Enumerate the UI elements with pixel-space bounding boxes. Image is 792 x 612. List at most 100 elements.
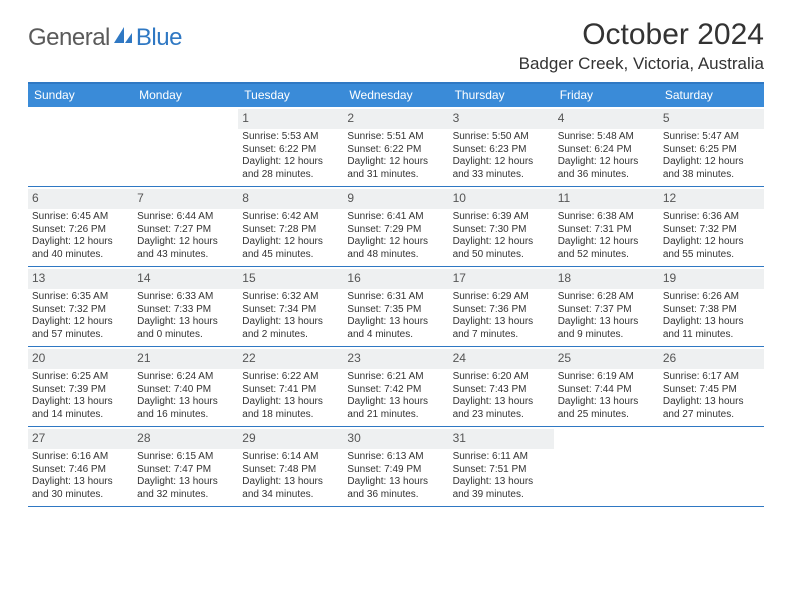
sunset-line: Sunset: 7:32 PM: [32, 304, 129, 317]
logo-sail-icon: [112, 25, 134, 52]
logo-text-general: General: [28, 24, 110, 52]
calendar-day-cell: 15 Sunrise: 6:32 AMSunset: 7:34 PMDayligh…: [238, 267, 343, 346]
day-number-bar: 28: [133, 429, 238, 449]
calendar-day-cell: 28Sunrise: 6:15 AMSunset: 7:47 PMDayligh…: [133, 427, 238, 506]
sunrise-line: Sunrise: 6:31 AM: [347, 291, 444, 304]
sunset-line: Sunset: 7:46 PM: [32, 464, 129, 477]
day-number-bar: 8: [238, 189, 343, 209]
sunrise-line: Sunrise: 6:11 AM: [453, 451, 550, 464]
day-number-bar: 5: [659, 109, 764, 129]
day-number: 4: [558, 111, 565, 125]
daylight-line: Daylight: 13 hours and 36 minutes.: [347, 476, 444, 502]
sunset-line: Sunset: 7:41 PM: [242, 384, 339, 397]
calendar-day-cell: 18Sunrise: 6:28 AMSunset: 7:37 PMDayligh…: [554, 267, 659, 346]
day-number: 12: [663, 191, 676, 205]
calendar-day-cell: [28, 107, 133, 186]
day-number: 17: [453, 271, 466, 285]
calendar-day-cell: 4 Sunrise: 5:48 AMSunset: 6:24 PMDaylight…: [554, 107, 659, 186]
sunset-line: Sunset: 7:47 PM: [137, 464, 234, 477]
sunset-line: Sunset: 6:24 PM: [558, 144, 655, 157]
day-number: 25: [558, 351, 571, 365]
sunrise-line: Sunrise: 6:16 AM: [32, 451, 129, 464]
weekday-header: Friday: [554, 84, 659, 107]
sunset-line: Sunset: 7:36 PM: [453, 304, 550, 317]
day-number-bar: 2: [343, 109, 448, 129]
daylight-line: Daylight: 12 hours and 28 minutes.: [242, 156, 339, 182]
calendar-day-cell: 19Sunrise: 6:26 AMSunset: 7:38 PMDayligh…: [659, 267, 764, 346]
day-number-bar: 22: [238, 349, 343, 369]
daylight-line: Daylight: 12 hours and 36 minutes.: [558, 156, 655, 182]
day-number: 20: [32, 351, 45, 365]
sunset-line: Sunset: 7:33 PM: [137, 304, 234, 317]
day-number-bar: 29: [238, 429, 343, 449]
sunrise-line: Sunrise: 6:25 AM: [32, 371, 129, 384]
daylight-line: Daylight: 13 hours and 11 minutes.: [663, 316, 760, 342]
calendar-day-cell: 10Sunrise: 6:39 AMSunset: 7:30 PMDayligh…: [449, 187, 554, 266]
daylight-line: Daylight: 13 hours and 2 minutes.: [242, 316, 339, 342]
day-number-bar: 12: [659, 189, 764, 209]
calendar-day-cell: 7Sunrise: 6:44 AMSunset: 7:27 PMDaylight…: [133, 187, 238, 266]
sunrise-line: Sunrise: 5:47 AM: [663, 131, 760, 144]
sunset-line: Sunset: 7:45 PM: [663, 384, 760, 397]
day-number: 13: [32, 271, 45, 285]
title-block: October 2024 Badger Creek, Victoria, Aus…: [519, 18, 764, 74]
daylight-line: Daylight: 13 hours and 16 minutes.: [137, 396, 234, 422]
day-number: 24: [453, 351, 466, 365]
sunset-line: Sunset: 7:29 PM: [347, 224, 444, 237]
day-number-bar: 6: [28, 189, 133, 209]
sunset-line: Sunset: 7:40 PM: [137, 384, 234, 397]
calendar-day-cell: 30Sunrise: 6:13 AMSunset: 7:49 PMDayligh…: [343, 427, 448, 506]
sunset-line: Sunset: 7:35 PM: [347, 304, 444, 317]
day-number: 30: [347, 431, 360, 445]
calendar-week-row: 6Sunrise: 6:45 AMSunset: 7:26 PMDaylight…: [28, 187, 764, 267]
daylight-line: Daylight: 12 hours and 45 minutes.: [242, 236, 339, 262]
daylight-line: Daylight: 12 hours and 38 minutes.: [663, 156, 760, 182]
sunset-line: Sunset: 7:32 PM: [663, 224, 760, 237]
day-number-bar: 7: [133, 189, 238, 209]
sunrise-line: Sunrise: 6:44 AM: [137, 211, 234, 224]
day-number-bar: 19: [659, 269, 764, 289]
daylight-line: Daylight: 12 hours and 50 minutes.: [453, 236, 550, 262]
calendar-day-cell: [133, 107, 238, 186]
day-number: 23: [347, 351, 360, 365]
day-number-bar: 16: [343, 269, 448, 289]
day-number-bar: 21: [133, 349, 238, 369]
sunset-line: Sunset: 7:43 PM: [453, 384, 550, 397]
daylight-line: Daylight: 13 hours and 25 minutes.: [558, 396, 655, 422]
day-number-bar: 24: [449, 349, 554, 369]
weekday-header: Thursday: [449, 84, 554, 107]
calendar-day-cell: 22Sunrise: 6:22 AMSunset: 7:41 PMDayligh…: [238, 347, 343, 426]
sunset-line: Sunset: 7:49 PM: [347, 464, 444, 477]
calendar-day-cell: 23Sunrise: 6:21 AMSunset: 7:42 PMDayligh…: [343, 347, 448, 426]
sunset-line: Sunset: 7:34 PM: [242, 304, 339, 317]
sunrise-line: Sunrise: 6:45 AM: [32, 211, 129, 224]
daylight-line: Daylight: 12 hours and 43 minutes.: [137, 236, 234, 262]
sunrise-line: Sunrise: 6:32 AM: [242, 291, 339, 304]
day-number-bar: 14: [133, 269, 238, 289]
sunset-line: Sunset: 7:28 PM: [242, 224, 339, 237]
daylight-line: Daylight: 13 hours and 21 minutes.: [347, 396, 444, 422]
day-number: 29: [242, 431, 255, 445]
day-number: 15: [242, 271, 255, 285]
daylight-line: Daylight: 13 hours and 9 minutes.: [558, 316, 655, 342]
day-number: 28: [137, 431, 150, 445]
daylight-line: Daylight: 12 hours and 57 minutes.: [32, 316, 129, 342]
calendar-grid: Sunday Monday Tuesday Wednesday Thursday…: [28, 82, 764, 507]
day-number: 22: [242, 351, 255, 365]
sunset-line: Sunset: 7:39 PM: [32, 384, 129, 397]
day-number-bar: 9: [343, 189, 448, 209]
day-number-bar: 1: [238, 109, 343, 129]
calendar-day-cell: 2Sunrise: 5:51 AMSunset: 6:22 PMDaylight…: [343, 107, 448, 186]
sunrise-line: Sunrise: 6:19 AM: [558, 371, 655, 384]
calendar-day-cell: 25Sunrise: 6:19 AMSunset: 7:44 PMDayligh…: [554, 347, 659, 426]
sunrise-line: Sunrise: 5:50 AM: [453, 131, 550, 144]
sunrise-line: Sunrise: 6:36 AM: [663, 211, 760, 224]
daylight-line: Daylight: 13 hours and 34 minutes.: [242, 476, 339, 502]
day-number: 8: [242, 191, 249, 205]
sunset-line: Sunset: 7:42 PM: [347, 384, 444, 397]
day-number: 1: [242, 111, 249, 125]
daylight-line: Daylight: 13 hours and 23 minutes.: [453, 396, 550, 422]
calendar-day-cell: 8Sunrise: 6:42 AMSunset: 7:28 PMDaylight…: [238, 187, 343, 266]
sunrise-line: Sunrise: 5:48 AM: [558, 131, 655, 144]
day-number: 14: [137, 271, 150, 285]
